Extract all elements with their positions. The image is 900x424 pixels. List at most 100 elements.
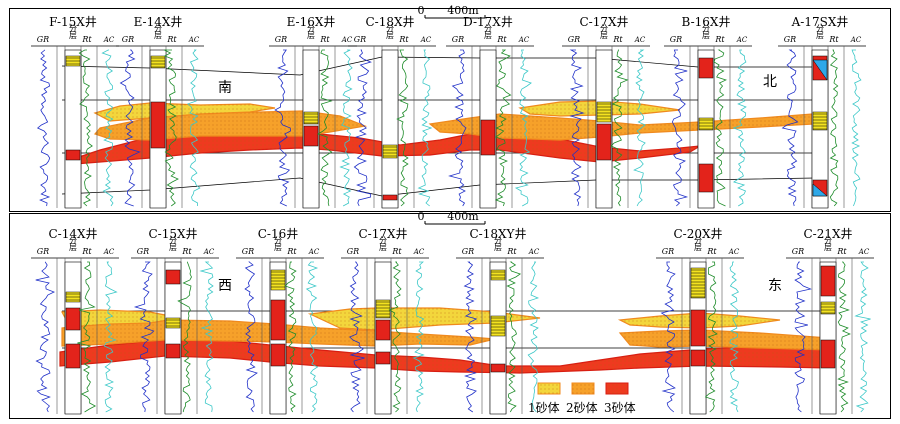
top-well-3-layer-label: 分层: [386, 24, 395, 40]
top-well-4-layer-segment-0: [480, 119, 496, 156]
bottom-well-2-ac-curve: [305, 261, 319, 413]
bottom-well-4-gr-label: GR: [462, 247, 474, 256]
bottom-well-5-ac-label: AC: [728, 248, 740, 256]
top-sand2-body-right-texture: [430, 114, 815, 140]
bottom-well-0-layer-segment-1: [65, 307, 81, 331]
top-well-6-gr-label: GR: [670, 35, 682, 44]
bottom-sand2-body-right-texture: [620, 330, 830, 350]
top-sand1-body-left-texture: [95, 103, 275, 121]
top-well-3-gr-label: GR: [354, 35, 366, 44]
bottom-well-5-gr-label: GR: [662, 247, 674, 256]
bottom-well-0-ac-curve: [103, 261, 118, 413]
top-well-5-rt-label: Rt: [612, 35, 623, 44]
top-direction-south: 南: [218, 80, 232, 96]
bottom-well-1-name: C-15X井: [148, 227, 197, 241]
bottom-sand1-body-mid-texture: [310, 308, 540, 330]
bottom-well-5-layer-segment-1: [690, 309, 706, 347]
bottom-well-6-ac-curve: [854, 261, 871, 413]
bottom-well-6-rt-curve: [837, 261, 851, 413]
top-well-2-rt-curve: [316, 49, 333, 207]
top-well-3-rt-curve: [396, 49, 409, 207]
bottom-well-0-layer-label: 分层: [69, 236, 78, 252]
top-well-6-layer-segment-0: [698, 57, 714, 79]
bottom-well-1-rt-curve: [177, 261, 192, 413]
top-well-0-ac-curve: [101, 49, 114, 207]
bottom-well-5-rt-label: Rt: [706, 247, 717, 256]
bottom-well-4-rt-curve: [506, 261, 522, 413]
top-well-2-ac-label: AC: [341, 36, 353, 44]
bottom-well-0-ac-label: AC: [103, 248, 115, 256]
top-well-2-name: E-16X井: [287, 15, 336, 29]
bottom-well-2-layer-segment-1: [270, 299, 286, 341]
legend-label-sand3: 3砂体: [604, 401, 636, 415]
top-well-2-layer-label: 分层: [307, 24, 316, 40]
bottom-well-3-name: C-17X井: [358, 227, 407, 241]
top-well-6-rt-label: Rt: [714, 35, 725, 44]
top-well-3-ac-curve: [417, 49, 433, 207]
top-well-0-rt-label: Rt: [81, 35, 92, 44]
top-well-1-layer-segment-1: [150, 101, 166, 149]
bottom-well-4-layer-column: [489, 261, 507, 415]
top-well-5-ac-label: AC: [634, 36, 646, 44]
bottom-well-0-layer-column: [64, 261, 82, 415]
top-well-2-layer-segment-0: [303, 111, 319, 125]
legend-swatch-texture-2: [572, 383, 594, 394]
top-well-5-gr-label: GR: [568, 35, 580, 44]
top-well-0-layer-label: 分层: [69, 24, 78, 40]
bottom-well-3-layer-segment-2: [375, 351, 391, 365]
top-well-2-gr-label: GR: [275, 35, 287, 44]
top-well-4-ac-label: AC: [518, 36, 530, 44]
top-well-1-rt-label: Rt: [166, 35, 177, 44]
bottom-well-1-rt-label: Rt: [181, 247, 192, 256]
bottom-well-4-gr-curve: [463, 261, 478, 413]
top-well-4-gr-curve: [448, 49, 467, 207]
top-well-7-ac-label: AC: [850, 36, 862, 44]
bottom-well-5-gr-curve: [660, 261, 676, 413]
top-well-3-name: C-18X井: [365, 15, 414, 29]
bottom-direction-east: 东: [768, 278, 782, 294]
bottom-well-5-layer-label: 分层: [694, 236, 703, 252]
bottom-section-frame: [9, 213, 891, 419]
bottom-well-3-gr-label: GR: [347, 247, 359, 256]
top-well-6-layer-segment-1: [698, 117, 714, 131]
bottom-sand1-body-left-texture: [62, 310, 180, 327]
bottom-well-2-rt-label: Rt: [286, 247, 297, 256]
bottom-well-6-layer-column: [819, 261, 837, 415]
top-well-6-layer-label: 分层: [702, 24, 711, 40]
bottom-well-3-layer-label: 分层: [379, 236, 388, 252]
bottom-well-3-rt-label: Rt: [391, 247, 402, 256]
top-well-1-layer-segment-0: [150, 55, 166, 69]
bottom-scale-zero: 0: [418, 210, 425, 223]
bottom-well-4-ac-label: AC: [528, 248, 540, 256]
top-well-6-layer-segment-2: [698, 163, 714, 193]
top-well-4-gr-label: GR: [452, 35, 464, 44]
bottom-well-3-ac-curve: [412, 261, 425, 413]
bottom-well-2-rt-curve: [284, 261, 297, 413]
bottom-well-4-name: C-18XY井: [470, 227, 527, 241]
top-well-1-gr-curve: [119, 49, 141, 207]
top-well-3-layer-column: [381, 49, 399, 209]
bottom-well-0-layer-segment-2: [65, 343, 81, 369]
bottom-well-0-rt-curve: [77, 261, 97, 413]
top-scale-distance: 400m: [447, 4, 479, 17]
top-well-2-layer-segment-1: [303, 125, 319, 147]
legend-swatch-texture-3: [606, 383, 628, 394]
bottom-well-6-ac-label: AC: [858, 248, 870, 256]
bottom-well-3-rt-curve: [388, 261, 402, 413]
top-marker-line-a: [61, 56, 815, 76]
bottom-well-5-layer-segment-2: [690, 349, 706, 367]
bottom-well-4-layer-segment-2: [490, 363, 506, 373]
bottom-well-6-rt-label: Rt: [836, 247, 847, 256]
bottom-scale-distance: 400m: [447, 210, 479, 223]
top-well-4-rt-label: Rt: [496, 35, 507, 44]
bottom-well-0-gr-curve: [35, 261, 56, 413]
top-well-5-ac-curve: [633, 49, 646, 207]
top-well-7-rt-curve: [829, 49, 839, 207]
bottom-well-6-gr-label: GR: [792, 247, 804, 256]
bottom-well-2-layer-segment-2: [270, 343, 286, 367]
top-well-6-gr-curve: [671, 49, 689, 207]
top-well-1-ac-label: AC: [188, 36, 200, 44]
bottom-well-6-layer-segment-0: [820, 265, 836, 297]
top-well-7-gr-curve: [781, 49, 799, 207]
